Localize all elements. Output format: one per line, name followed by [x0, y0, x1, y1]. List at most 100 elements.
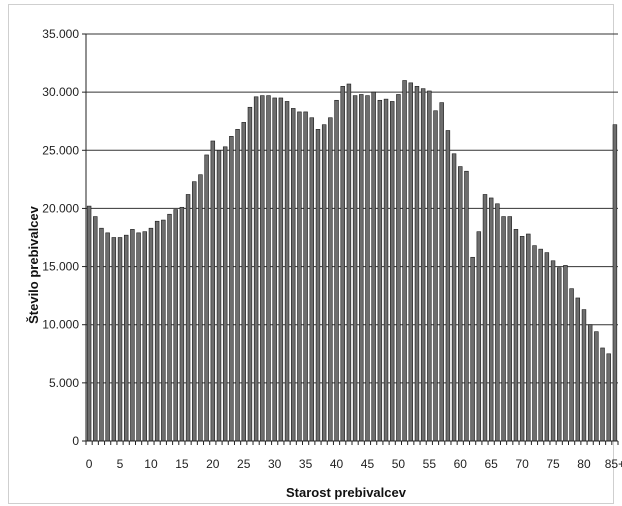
bar-age-78 [569, 288, 574, 442]
bar-age-17 [192, 181, 197, 442]
bar-age-41 [340, 86, 345, 442]
bar-age-34 [297, 111, 302, 442]
bar-age-6 [123, 234, 129, 442]
x-tick-label: 5 [117, 457, 124, 471]
bar-age-35 [303, 111, 308, 442]
y-axis-title: Število prebivalcev [26, 205, 41, 324]
bar-age-61 [464, 170, 469, 442]
x-tick-label: 85+ [605, 457, 622, 471]
bar-age-14 [173, 209, 178, 442]
x-tick-label: 40 [330, 457, 344, 471]
y-tick-label: 15.000 [42, 260, 79, 274]
x-tick-labels: 0 5 10 15 20 25 30 35 40 45 50 55 60 65 70 75 80 85+ [86, 457, 622, 471]
bar-age-51 [402, 80, 407, 442]
bar-age-68 [507, 216, 512, 442]
bars [86, 80, 618, 442]
bar-age-18 [198, 174, 203, 442]
bar-age-4 [111, 237, 117, 442]
y-tick-label: 35.000 [42, 27, 79, 41]
bar-age-40 [334, 99, 339, 442]
y-tick-label: 0 [72, 434, 79, 448]
bar-age-47 [377, 99, 383, 442]
y-tick-label: 30.000 [42, 85, 79, 99]
axes [82, 33, 619, 445]
bar-age-85+ [612, 124, 618, 442]
bar-age-25 [241, 122, 246, 442]
bar-age-53 [414, 86, 420, 442]
bar-age-67 [501, 216, 506, 442]
bar-age-50 [396, 94, 401, 442]
bar-age-12 [161, 219, 166, 442]
bar-age-32 [284, 101, 290, 442]
bar-age-71 [526, 233, 531, 442]
bar-age-21 [216, 149, 222, 442]
x-tick-label: 10 [144, 457, 158, 471]
bar-age-64 [482, 194, 488, 442]
bar-age-42 [346, 83, 352, 442]
bar-age-83 [600, 347, 605, 442]
bar-age-33 [291, 108, 296, 442]
y-tick-label: 25.000 [42, 143, 79, 157]
bar-age-30 [272, 97, 277, 442]
bar-age-38 [321, 124, 327, 442]
bar-age-1 [93, 216, 98, 442]
bar-age-62 [470, 256, 475, 442]
bar-age-74 [544, 252, 550, 442]
bar-age-19 [204, 154, 209, 442]
x-tick-label: 80 [577, 457, 591, 471]
bar-age-54 [420, 88, 426, 442]
bar-age-11 [154, 220, 160, 442]
bar-age-2 [99, 227, 104, 442]
x-tick-label: 65 [485, 457, 499, 471]
bar-age-60 [458, 166, 463, 442]
bar-age-52 [408, 82, 413, 442]
bar-age-59 [451, 153, 457, 442]
x-tick-label: 15 [175, 457, 189, 471]
bar-age-3 [105, 232, 110, 442]
x-tick-label: 70 [515, 457, 529, 471]
x-tick-label: 20 [206, 457, 220, 471]
bar-age-36 [309, 117, 315, 442]
bar-age-28 [260, 95, 265, 442]
x-tick-label: 35 [299, 457, 313, 471]
bar-age-70 [519, 236, 525, 442]
y-tick-labels: 0 5.000 10.000 15.000 20.000 25.000 30.000 35.0… [42, 27, 79, 448]
bar-age-58 [445, 130, 451, 442]
x-tick-label: 55 [423, 457, 437, 471]
bar-age-10 [148, 227, 154, 442]
bar-age-81 [587, 324, 593, 442]
x-tick-label: 25 [237, 457, 251, 471]
x-tick-label: 45 [361, 457, 375, 471]
bar-age-49 [389, 101, 395, 442]
bar-age-9 [142, 231, 147, 442]
x-tick-label: 30 [268, 457, 282, 471]
bar-age-82 [594, 331, 599, 442]
bar-age-26 [247, 106, 253, 442]
bar-age-75 [550, 260, 556, 442]
bar-age-69 [513, 229, 519, 442]
bar-age-13 [167, 213, 172, 442]
bar-age-44 [359, 94, 364, 442]
bar-age-48 [383, 98, 389, 442]
bar-age-72 [532, 245, 537, 442]
bar-age-29 [266, 95, 271, 442]
x-axis-title: Starost prebivalcev [286, 485, 407, 500]
bar-age-15 [179, 206, 185, 442]
bar-age-5 [117, 237, 123, 442]
bar-age-55 [427, 90, 432, 442]
bar-age-65 [488, 197, 494, 442]
x-tick-label: 50 [392, 457, 406, 471]
bar-age-80 [581, 309, 587, 442]
x-tick-label: 0 [86, 457, 93, 471]
gridlines [86, 33, 618, 384]
bar-age-63 [476, 231, 482, 442]
bar-age-0 [86, 205, 92, 442]
y-tick-label: 20.000 [42, 201, 79, 215]
bar-age-7 [130, 229, 135, 442]
x-tick-label: 75 [546, 457, 560, 471]
bar-age-22 [222, 146, 228, 442]
bar-age-79 [575, 297, 581, 442]
bar-age-8 [136, 232, 141, 442]
x-tick-label: 60 [454, 457, 468, 471]
